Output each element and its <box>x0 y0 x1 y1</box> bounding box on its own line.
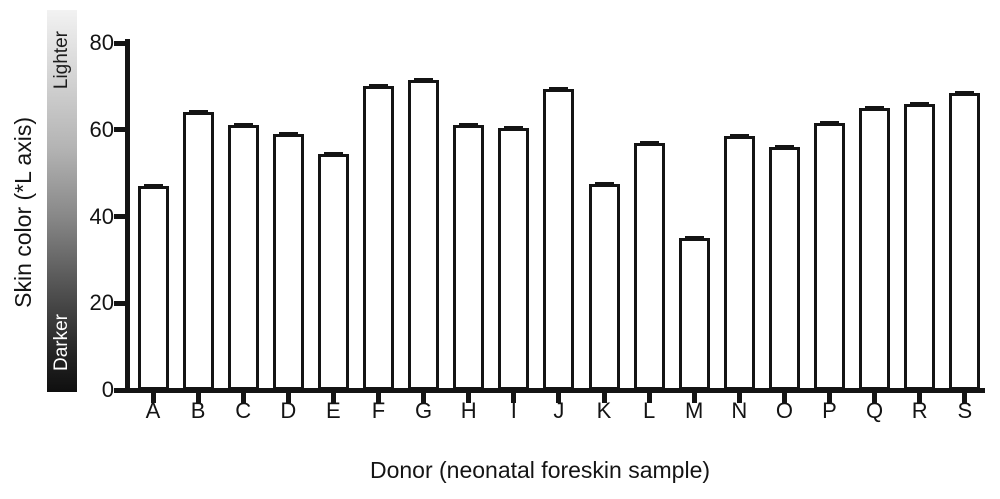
bar-error-cap <box>639 140 659 144</box>
x-tick <box>195 392 201 403</box>
y-tick <box>114 300 125 306</box>
y-tick-label: 20 <box>89 290 114 316</box>
x-tick-label: N <box>731 398 748 423</box>
x-tick <box>827 392 832 403</box>
y-tick-label: 80 <box>89 30 114 55</box>
bar-error-cap <box>278 132 298 136</box>
bar <box>723 136 755 390</box>
bar <box>272 134 304 390</box>
x-tick <box>962 392 968 403</box>
bar-error-cap <box>143 184 163 188</box>
bar-error-cap <box>504 125 524 129</box>
x-tick <box>330 392 336 403</box>
bar-error-cap <box>549 86 569 90</box>
bar-error-cap <box>684 236 704 240</box>
x-tick <box>872 392 878 403</box>
bar <box>814 123 845 390</box>
x-tick-label: E <box>326 398 341 423</box>
bar-error-cap <box>369 84 388 88</box>
x-tick-label: Q <box>866 398 884 423</box>
y-tick <box>114 214 125 219</box>
bar <box>498 127 530 390</box>
x-tick <box>421 392 427 403</box>
x-axis-title: Donor (neonatal foreskin sample) <box>369 457 711 483</box>
x-tick-label: M <box>685 398 704 423</box>
x-tick <box>601 392 607 403</box>
x-tick-label: P <box>822 398 837 423</box>
bar-error-cap <box>188 110 208 114</box>
x-tick <box>376 392 381 403</box>
x-tick <box>781 392 787 403</box>
x-tick-label: H <box>460 398 477 423</box>
bar-error-cap <box>459 123 479 127</box>
bar <box>768 147 800 390</box>
x-tick-label: C <box>235 398 252 423</box>
y-tick-label: 60 <box>89 116 114 142</box>
x-tick-label: J <box>553 398 565 423</box>
y-tick <box>114 127 125 133</box>
bar-error-cap <box>774 145 794 149</box>
y-tick-label: 0 <box>101 377 114 402</box>
x-tick <box>556 392 562 403</box>
bar-error-cap <box>729 134 749 138</box>
x-tick-label: S <box>957 398 973 423</box>
bar-error-cap <box>910 101 930 105</box>
x-tick-label: G <box>415 398 433 423</box>
x-tick <box>466 392 472 403</box>
x-tick-label: D <box>280 398 297 423</box>
x-tick <box>736 392 742 403</box>
bar <box>588 183 620 390</box>
x-tick <box>285 392 291 403</box>
y-axis-title-wrap: Skin color (*L axis) <box>0 88 46 336</box>
bar <box>363 86 394 390</box>
x-tick <box>150 392 156 403</box>
bar-error-cap <box>955 90 975 94</box>
x-tick <box>240 392 246 403</box>
x-tick-label: F <box>371 398 386 423</box>
bar-error-cap <box>820 121 839 125</box>
y-axis-title: Skin color (*L axis) <box>9 116 36 308</box>
bar <box>182 112 214 390</box>
skin-color-gradient-legend: Lighter Darker <box>47 10 77 392</box>
x-tick <box>917 392 923 403</box>
bar <box>859 108 891 390</box>
y-tick <box>114 40 125 46</box>
gradient-label-darker: Darker <box>51 314 72 372</box>
y-tick <box>114 387 125 393</box>
x-tick-label: O <box>775 398 793 423</box>
x-tick-label: I <box>510 398 517 423</box>
bar <box>227 125 259 390</box>
y-tick-label: 40 <box>89 203 114 229</box>
x-tick-label: R <box>911 398 928 423</box>
bar <box>137 186 169 390</box>
x-tick-label: A <box>145 398 161 423</box>
bar-error-cap <box>323 151 343 155</box>
bar <box>904 103 936 390</box>
bar <box>317 153 349 390</box>
x-axis-line <box>114 387 985 393</box>
bar-error-cap <box>233 123 253 127</box>
bar <box>633 142 665 390</box>
bar-error-cap <box>865 106 885 110</box>
x-tick <box>646 392 652 403</box>
x-tick <box>691 392 697 403</box>
bar <box>543 88 575 390</box>
x-tick-label: K <box>596 398 612 423</box>
x-tick-label: L <box>642 398 656 423</box>
bar <box>678 238 710 390</box>
y-axis-line <box>125 39 130 392</box>
bar <box>949 92 981 390</box>
x-tick <box>511 392 517 403</box>
bar <box>453 125 485 390</box>
bar-error-cap <box>594 181 614 185</box>
bar-error-cap <box>414 77 434 81</box>
x-tick-label: B <box>190 398 206 423</box>
bar <box>408 79 440 390</box>
gradient-label-lighter-wrap: Lighter <box>47 12 77 108</box>
